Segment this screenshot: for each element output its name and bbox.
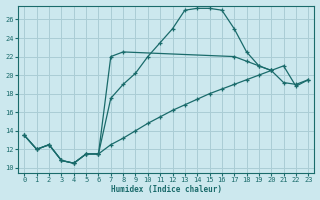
X-axis label: Humidex (Indice chaleur): Humidex (Indice chaleur) (111, 185, 222, 194)
